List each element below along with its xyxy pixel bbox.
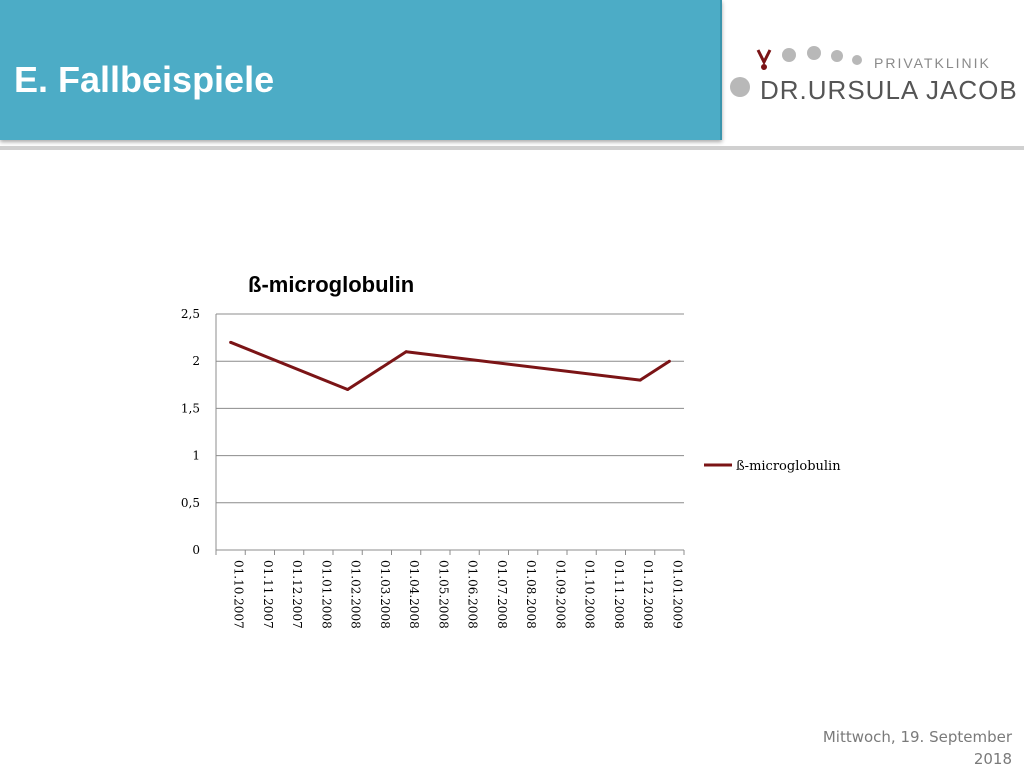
y-tick-label: 0,5 <box>181 496 200 510</box>
data-point <box>229 340 233 344</box>
x-tick-label: 01.02.2008 <box>349 560 363 629</box>
y-tick-label: 1,5 <box>181 401 200 415</box>
x-tick-label: 01.08.2008 <box>524 560 538 629</box>
footer-date-line1: Mittwoch, 19. September <box>822 728 1012 746</box>
x-tick-label: 01.12.2007 <box>290 560 304 629</box>
y-tick-label: 1 <box>192 449 200 463</box>
data-point <box>667 359 671 363</box>
y-tick-label: 2 <box>192 354 200 368</box>
logo-subtitle: PRIVATKLINIK <box>874 55 991 71</box>
footer-date-line2: 2018 <box>973 750 1012 768</box>
x-tick-label: 01.06.2008 <box>466 560 480 629</box>
y-tick-label: 2,5 <box>181 307 200 321</box>
x-tick-label: 01.10.2008 <box>583 560 597 629</box>
logo-name: DR.URSULA JACOB <box>760 75 1018 105</box>
x-tick-label: 01.11.2008 <box>612 560 626 629</box>
x-tick-label: 01.10.2007 <box>232 560 246 629</box>
x-tick-label: 01.03.2008 <box>378 560 392 629</box>
data-point <box>346 388 350 392</box>
x-tick-label: 01.11.2007 <box>261 560 275 629</box>
header-band <box>0 0 722 140</box>
x-tick-label: 01.12.2008 <box>641 560 655 629</box>
x-tick-label: 01.01.2009 <box>670 560 684 629</box>
header-divider <box>0 146 1024 150</box>
data-point <box>638 378 642 382</box>
logo-dots-icon <box>730 46 862 97</box>
x-tick-label: 01.04.2008 <box>407 560 421 629</box>
chart-title: ß-microglobulin <box>248 272 415 297</box>
y-tick-label: 0 <box>192 543 200 557</box>
legend-label: ß-microglobulin <box>736 459 841 474</box>
x-tick-label: 01.01.2008 <box>319 560 333 629</box>
x-tick-label: 01.07.2008 <box>495 560 509 629</box>
slide-title: E. Fallbeispiele <box>14 59 275 100</box>
x-tick-label: 01.05.2008 <box>436 560 450 629</box>
footer-date: Mittwoch, 19. September 2018 <box>772 726 1012 770</box>
data-point <box>404 350 408 354</box>
line-chart: 0 0,5 1 1,5 2 2,5 01.10.2007 01.11.2007 01.12.20… <box>181 307 841 629</box>
series-line <box>230 340 671 392</box>
x-tick-label: 01.09.2008 <box>553 560 567 629</box>
